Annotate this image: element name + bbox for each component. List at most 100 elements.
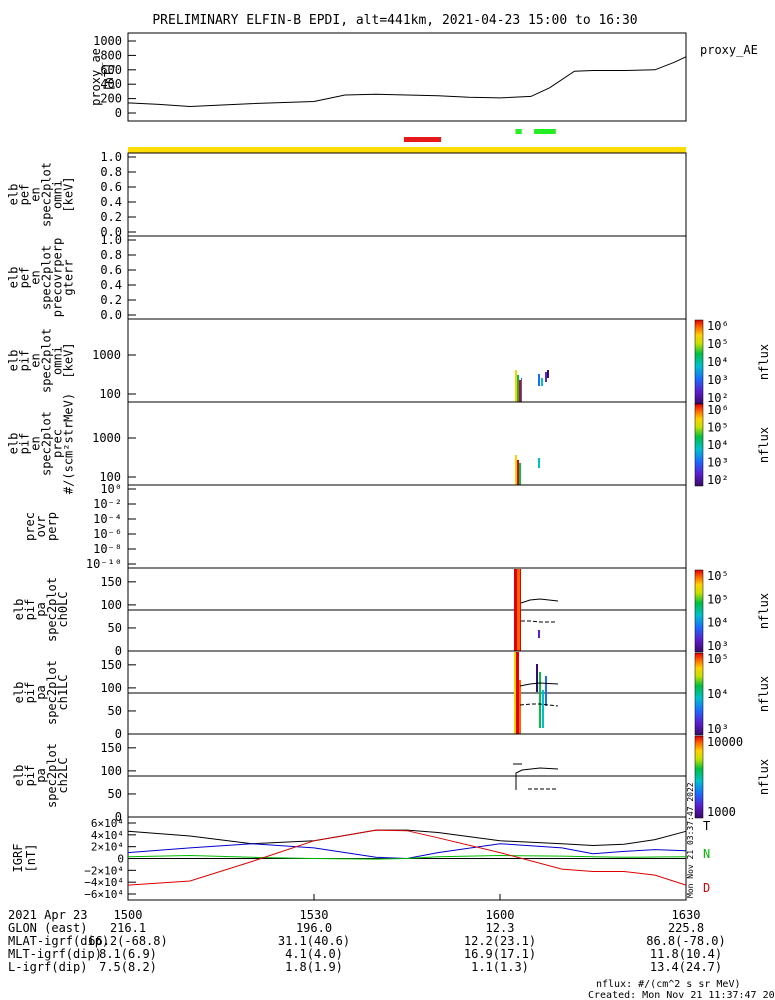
panel-ylabel-line: [keV] xyxy=(62,176,76,212)
y-tick-label: 10⁻¹⁰ xyxy=(86,557,122,571)
ephem-value: 11.8(10.4) xyxy=(650,947,722,961)
segment-red xyxy=(403,137,442,142)
y-tick-label: 150 xyxy=(100,575,122,589)
colorbar-tick-label: 10² xyxy=(707,391,729,405)
ephem-tick-1530: 1530 xyxy=(300,908,329,922)
proxy-ae-line xyxy=(127,56,687,108)
igrf-ylabel: IGRF xyxy=(11,844,25,873)
y-tick-label: 0.0 xyxy=(100,308,122,322)
side-timestamp: Mon Nov 21 03:37:47 2022 xyxy=(686,782,695,898)
colorbar-label: nflux xyxy=(757,676,771,712)
ephem-value: 13.4(24.7) xyxy=(650,960,722,974)
y-tick-label: 0 xyxy=(115,644,122,658)
colorbar-tick-label: 10³ xyxy=(707,722,729,736)
pif-omni-tick-1000: 1000 xyxy=(92,348,121,362)
orbit-bar xyxy=(128,147,686,153)
colorbar-tick-label: 10⁵ xyxy=(707,421,729,435)
panel-ylabel-line: pef xyxy=(18,267,32,289)
science-segment-bars xyxy=(403,129,556,142)
panel-ylabel-line: [keV] xyxy=(62,342,76,378)
colorbar-label: nflux xyxy=(757,344,771,380)
pif-omni-tick-100: 100 xyxy=(99,387,121,401)
igrf-tick-label: −4×10⁴ xyxy=(84,876,124,889)
proxy-ae-tick-label: 1000 xyxy=(93,34,122,48)
panel-ylabel-line: elb xyxy=(12,765,26,787)
y-tick-label: 50 xyxy=(108,704,122,718)
colorbar-tick-label: 10⁶ xyxy=(707,403,729,417)
colorbar-tick-label: 10⁵ xyxy=(707,592,729,606)
igrf-tick-label: 4×10⁴ xyxy=(91,829,124,842)
y-tick-label: 50 xyxy=(108,787,122,801)
panel-ylabel-line: pif xyxy=(23,682,37,704)
y-tick-label: 10⁻² xyxy=(93,497,122,511)
plot-title: PRELIMINARY ELFIN-B EPDI, alt=441km, 202… xyxy=(152,13,637,28)
y-tick-label: 0.0 xyxy=(100,225,122,239)
y-tick-label: 10⁻⁶ xyxy=(93,527,122,541)
igrf-tick-label: −2×10⁴ xyxy=(84,864,124,877)
pif-prec-tick-1000: 1000 xyxy=(92,431,121,445)
igrf-line-v xyxy=(127,854,687,860)
panel-ylabel-line: pa xyxy=(34,768,48,782)
panel-ylabel-line: pif xyxy=(23,599,37,621)
panel-pef-prec: 1.00.80.60.40.20.0 elbpefenspec2plotprec… xyxy=(7,233,687,322)
panel-ylabel-line: prec xyxy=(51,429,65,458)
y-tick-label: 0.4 xyxy=(100,195,122,209)
footer-created: Created: Mon Nov 21 11:37:47 2022 xyxy=(588,990,775,1000)
y-tick-label: 0.8 xyxy=(100,165,122,179)
colorbar-tick-label: 10⁶ xyxy=(707,319,729,333)
ephem-tick-1630: 1630 xyxy=(672,908,701,922)
colorbar-pa-ch1: 10⁵ 10⁴ 10³ nflux xyxy=(694,652,771,736)
ephem-value: 1.8(1.9) xyxy=(285,960,343,974)
ephem-value: 12.2(23.1) xyxy=(464,934,536,948)
ephem-value: 225.8 xyxy=(668,921,704,935)
colorbar-tick-label: 10000 xyxy=(707,735,743,749)
panel-ylabel-line: elb xyxy=(7,433,21,455)
panel-ylabel-line: omni xyxy=(51,180,65,209)
ephem-tick-1600: 1600 xyxy=(486,908,515,922)
colorbar-pa-ch2: 10000 1000 nflux xyxy=(694,735,771,819)
colorbar-pa-ch0: 10⁵ 10⁵ 10⁴ 10³ nflux xyxy=(694,569,771,653)
ephemeris-table: 2021 Apr 23 1500 1530 1600 1630 GLON (ea… xyxy=(8,908,726,974)
igrf-legend-n: N xyxy=(703,847,710,861)
panel-pef-omni: 1.00.80.60.40.20.0 elbpefenspec2plotomni… xyxy=(7,150,687,239)
panel-ylabel-line: elb xyxy=(12,599,26,621)
panel-ylabel-line: ch1LC xyxy=(56,674,70,710)
panel-ylabel-line: spec2plot xyxy=(45,660,59,725)
colorbar-tick-label: 10³ xyxy=(707,639,729,653)
igrf-tick-label: −6×10⁴ xyxy=(84,888,124,901)
colorbar-tick-label: 1000 xyxy=(707,805,736,819)
colorbar-tick-label: 10⁴ xyxy=(707,355,729,369)
colorbar-label: nflux xyxy=(757,759,771,795)
ephem-row-label: MLT-igrf(dip) xyxy=(8,947,102,961)
panel-pif-prec: 1000 100 elbpifenspec2plotprec#/(scm²str… xyxy=(7,393,687,494)
y-tick-label: 1.0 xyxy=(100,233,122,247)
footer-units: nflux: #/(cm^2 s sr MeV) xyxy=(596,979,741,990)
ephem-value: 216.1 xyxy=(110,921,146,935)
panel-ylabel-line: elb xyxy=(7,350,21,372)
pa-ch0-spectrum xyxy=(514,569,559,651)
y-tick-label: 100 xyxy=(100,598,122,612)
panel-ylabel-line: pa xyxy=(34,685,48,699)
panel-ylabel-line: pa xyxy=(34,602,48,616)
y-tick-label: 100 xyxy=(100,681,122,695)
y-tick-label: 0.2 xyxy=(100,293,122,307)
igrf-line-n xyxy=(127,843,687,860)
colorbar-tick-label: 10³ xyxy=(707,456,729,470)
panel-ylabel-line: ch0LC xyxy=(56,591,70,627)
ephem-value: 196.0 xyxy=(296,921,332,935)
panel-ylabel-line: precovrperp xyxy=(51,238,65,317)
segment-green xyxy=(534,129,556,134)
ephem-value: 12.3 xyxy=(486,921,515,935)
ephem-value: 31.1(40.6) xyxy=(278,934,350,948)
y-tick-label: 10⁻⁸ xyxy=(93,542,122,556)
ephem-value: 8.1(6.9) xyxy=(99,947,157,961)
ephem-value: 1.1(1.3) xyxy=(471,960,529,974)
colorbar-label: nflux xyxy=(757,427,771,463)
y-tick-label: 0.6 xyxy=(100,263,122,277)
